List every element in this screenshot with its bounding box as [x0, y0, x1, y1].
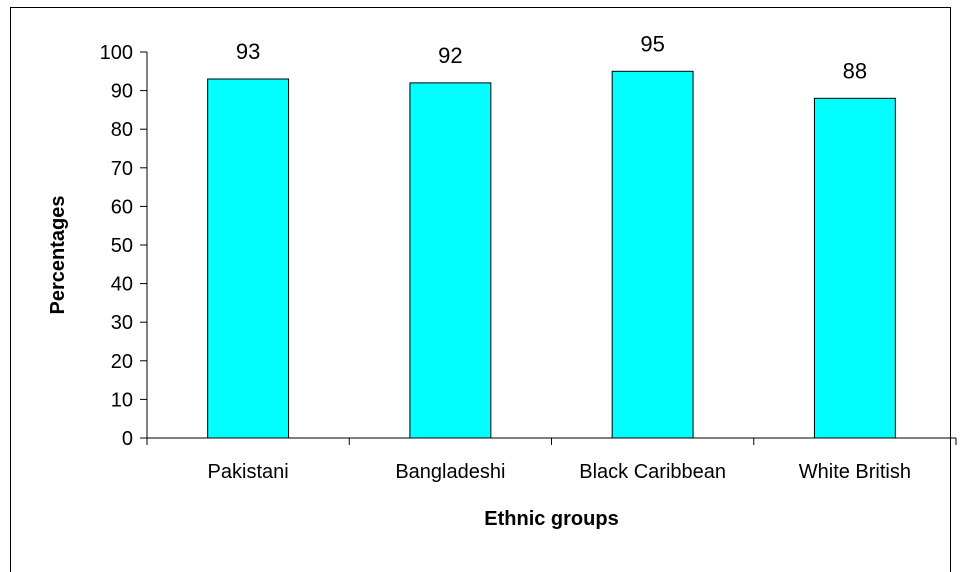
y-tick-label: 30 [111, 312, 133, 334]
y-tick-label: 70 [111, 158, 133, 180]
y-tick-label: 40 [111, 274, 133, 296]
chart-frame: 0 10 20 30 40 50 60 70 80 90 100 93 Pakistani 92 Bangl… [10, 7, 960, 572]
y-tick-label: 80 [111, 119, 133, 141]
y-tick-label: 100 [100, 42, 133, 64]
y-tick-label: 0 [122, 428, 133, 450]
bar-white-british [814, 98, 895, 438]
bar-black-caribbean [612, 71, 693, 438]
x-tick-label: Bangladeshi [395, 461, 505, 483]
bar-pakistani [208, 79, 289, 438]
bar-bangladeshi [410, 83, 491, 438]
data-label: 92 [438, 43, 462, 68]
y-tick-label: 90 [111, 81, 133, 103]
y-tick-label: 20 [111, 351, 133, 373]
data-label: 93 [236, 39, 260, 64]
y-tick-label: 10 [111, 389, 133, 411]
x-tick-label: Pakistani [208, 461, 289, 483]
data-label: 88 [843, 58, 867, 83]
x-tick-label: Black Caribbean [579, 461, 726, 483]
x-axis-title: Ethnic groups [484, 508, 618, 530]
y-tick-label: 50 [111, 235, 133, 257]
x-tick-label: White British [799, 461, 911, 483]
y-axis-title: Percentages [47, 196, 69, 315]
data-label: 95 [640, 31, 664, 56]
bar-chart: 0 10 20 30 40 50 60 70 80 90 100 93 Pakistani 92 Bangl… [10, 7, 960, 572]
y-tick-label: 60 [111, 196, 133, 218]
